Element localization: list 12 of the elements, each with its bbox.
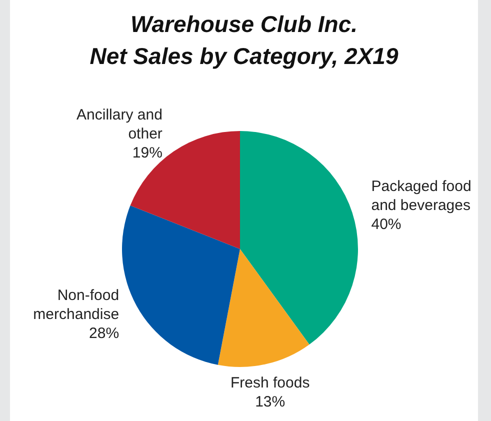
slice-label: Packaged food and beverages [371,178,472,214]
slice-label: Non-food merchandise [33,286,120,323]
data-label: 40% [371,216,402,233]
pie-slice [218,249,310,367]
data-label: 28% [89,324,120,342]
data-label: 19% [132,144,162,162]
slice-label: Fresh foods [230,374,310,392]
data-label: 13% [255,394,286,411]
pie-slice [240,131,358,344]
pie-slice [122,206,240,365]
chart-title: Warehouse Club Inc. Net Sales by Category, 2X19 [88,10,400,71]
slice-label: Ancillary and other [76,106,162,142]
